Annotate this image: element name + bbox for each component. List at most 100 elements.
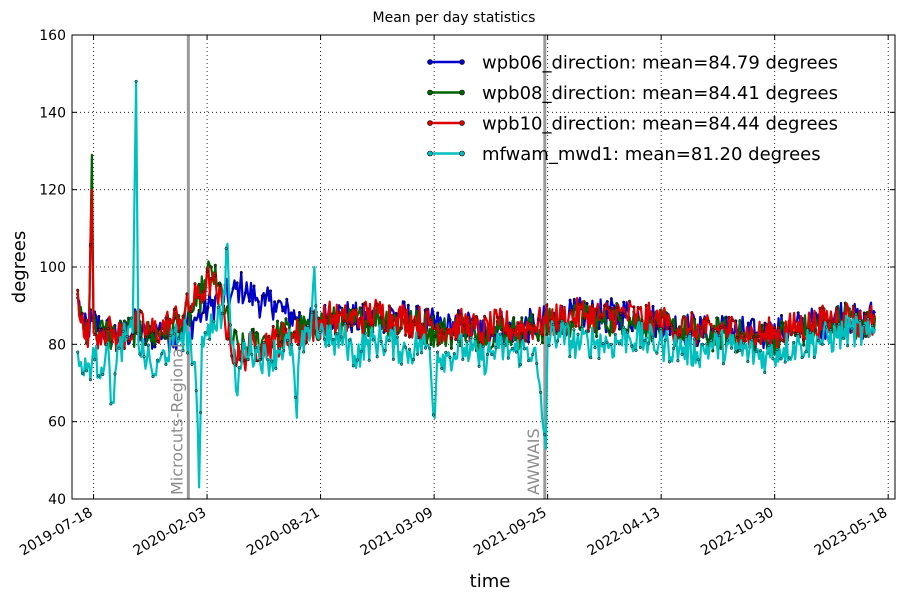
data-point — [723, 316, 727, 320]
data-point — [250, 352, 254, 356]
data-point — [872, 313, 876, 317]
data-point — [603, 303, 607, 308]
data-point — [199, 410, 203, 415]
data-point — [354, 308, 358, 312]
data-point — [285, 297, 289, 301]
data-point — [597, 326, 601, 330]
data-point — [317, 316, 321, 320]
data-point — [105, 342, 109, 346]
legend-label: wpb10_direction: mean=84.44 degrees — [482, 114, 838, 135]
data-point — [129, 316, 133, 320]
data-point — [260, 294, 264, 298]
data-point — [494, 346, 498, 350]
data-point — [146, 343, 150, 347]
data-point — [80, 311, 84, 315]
data-point — [772, 326, 777, 330]
data-point — [289, 311, 293, 315]
data-point — [246, 358, 250, 362]
data-point — [164, 336, 168, 340]
data-point — [102, 327, 106, 331]
data-point — [164, 362, 168, 367]
data-point — [802, 338, 806, 342]
data-point — [465, 339, 469, 344]
data-point — [665, 327, 669, 331]
data-point — [621, 325, 625, 329]
data-point — [113, 372, 117, 376]
data-point — [172, 332, 176, 336]
data-point — [247, 299, 252, 303]
data-point — [390, 308, 394, 312]
data-point — [367, 358, 371, 362]
data-point — [584, 329, 589, 333]
data-point — [692, 337, 696, 341]
data-point — [510, 346, 514, 350]
data-point — [789, 333, 793, 337]
data-point — [739, 331, 743, 335]
data-point — [122, 319, 126, 323]
data-point — [580, 325, 584, 329]
data-point — [677, 333, 682, 337]
data-point — [560, 319, 564, 323]
data-point — [609, 297, 613, 301]
data-point — [433, 334, 437, 338]
data-point — [783, 360, 787, 364]
data-point — [775, 348, 779, 352]
data-point — [746, 360, 750, 364]
data-point — [268, 289, 273, 293]
data-point — [310, 310, 314, 314]
data-point — [466, 315, 470, 319]
series-layer — [76, 79, 877, 489]
data-point — [644, 303, 648, 307]
data-point — [711, 328, 715, 332]
data-point — [189, 310, 193, 314]
data-point — [201, 310, 206, 315]
data-point — [235, 281, 239, 285]
data-point — [824, 325, 829, 329]
data-point — [520, 332, 524, 336]
data-point — [758, 349, 763, 353]
data-point — [452, 352, 456, 356]
data-point — [532, 323, 536, 327]
data-point — [690, 311, 694, 315]
data-point — [743, 339, 747, 343]
data-point — [186, 351, 190, 355]
data-point — [613, 332, 617, 336]
data-point — [779, 357, 783, 361]
data-point — [698, 326, 702, 330]
data-point — [615, 305, 619, 309]
data-point — [355, 358, 359, 362]
data-point — [593, 346, 597, 350]
data-point — [850, 327, 854, 331]
data-point — [648, 316, 652, 320]
annotation-labels: Microcuts-Regional AWWAIS — [167, 344, 542, 495]
data-point — [109, 402, 113, 406]
data-point — [833, 322, 837, 326]
data-point — [750, 317, 755, 321]
data-point — [209, 265, 213, 269]
data-point — [508, 324, 512, 328]
data-point — [607, 305, 611, 310]
data-point — [425, 307, 429, 311]
data-point — [379, 316, 383, 320]
data-point — [495, 315, 499, 320]
data-point — [230, 354, 234, 358]
chart-title: Mean per day statistics — [373, 10, 536, 26]
data-point — [672, 346, 676, 350]
data-point — [835, 306, 839, 310]
data-point — [449, 346, 453, 350]
data-point — [362, 302, 366, 306]
data-point — [477, 364, 481, 368]
legend-marker — [459, 59, 465, 65]
data-point — [454, 337, 458, 342]
data-point — [630, 329, 634, 333]
data-point — [462, 323, 466, 327]
data-point — [520, 316, 524, 320]
data-point — [630, 344, 634, 348]
data-point — [814, 328, 818, 332]
data-point — [738, 348, 742, 352]
data-point — [126, 339, 131, 343]
data-point — [358, 306, 362, 310]
data-point — [659, 327, 663, 331]
y-axis-label: degrees — [9, 231, 30, 303]
y-tick-label: 100 — [39, 260, 66, 276]
